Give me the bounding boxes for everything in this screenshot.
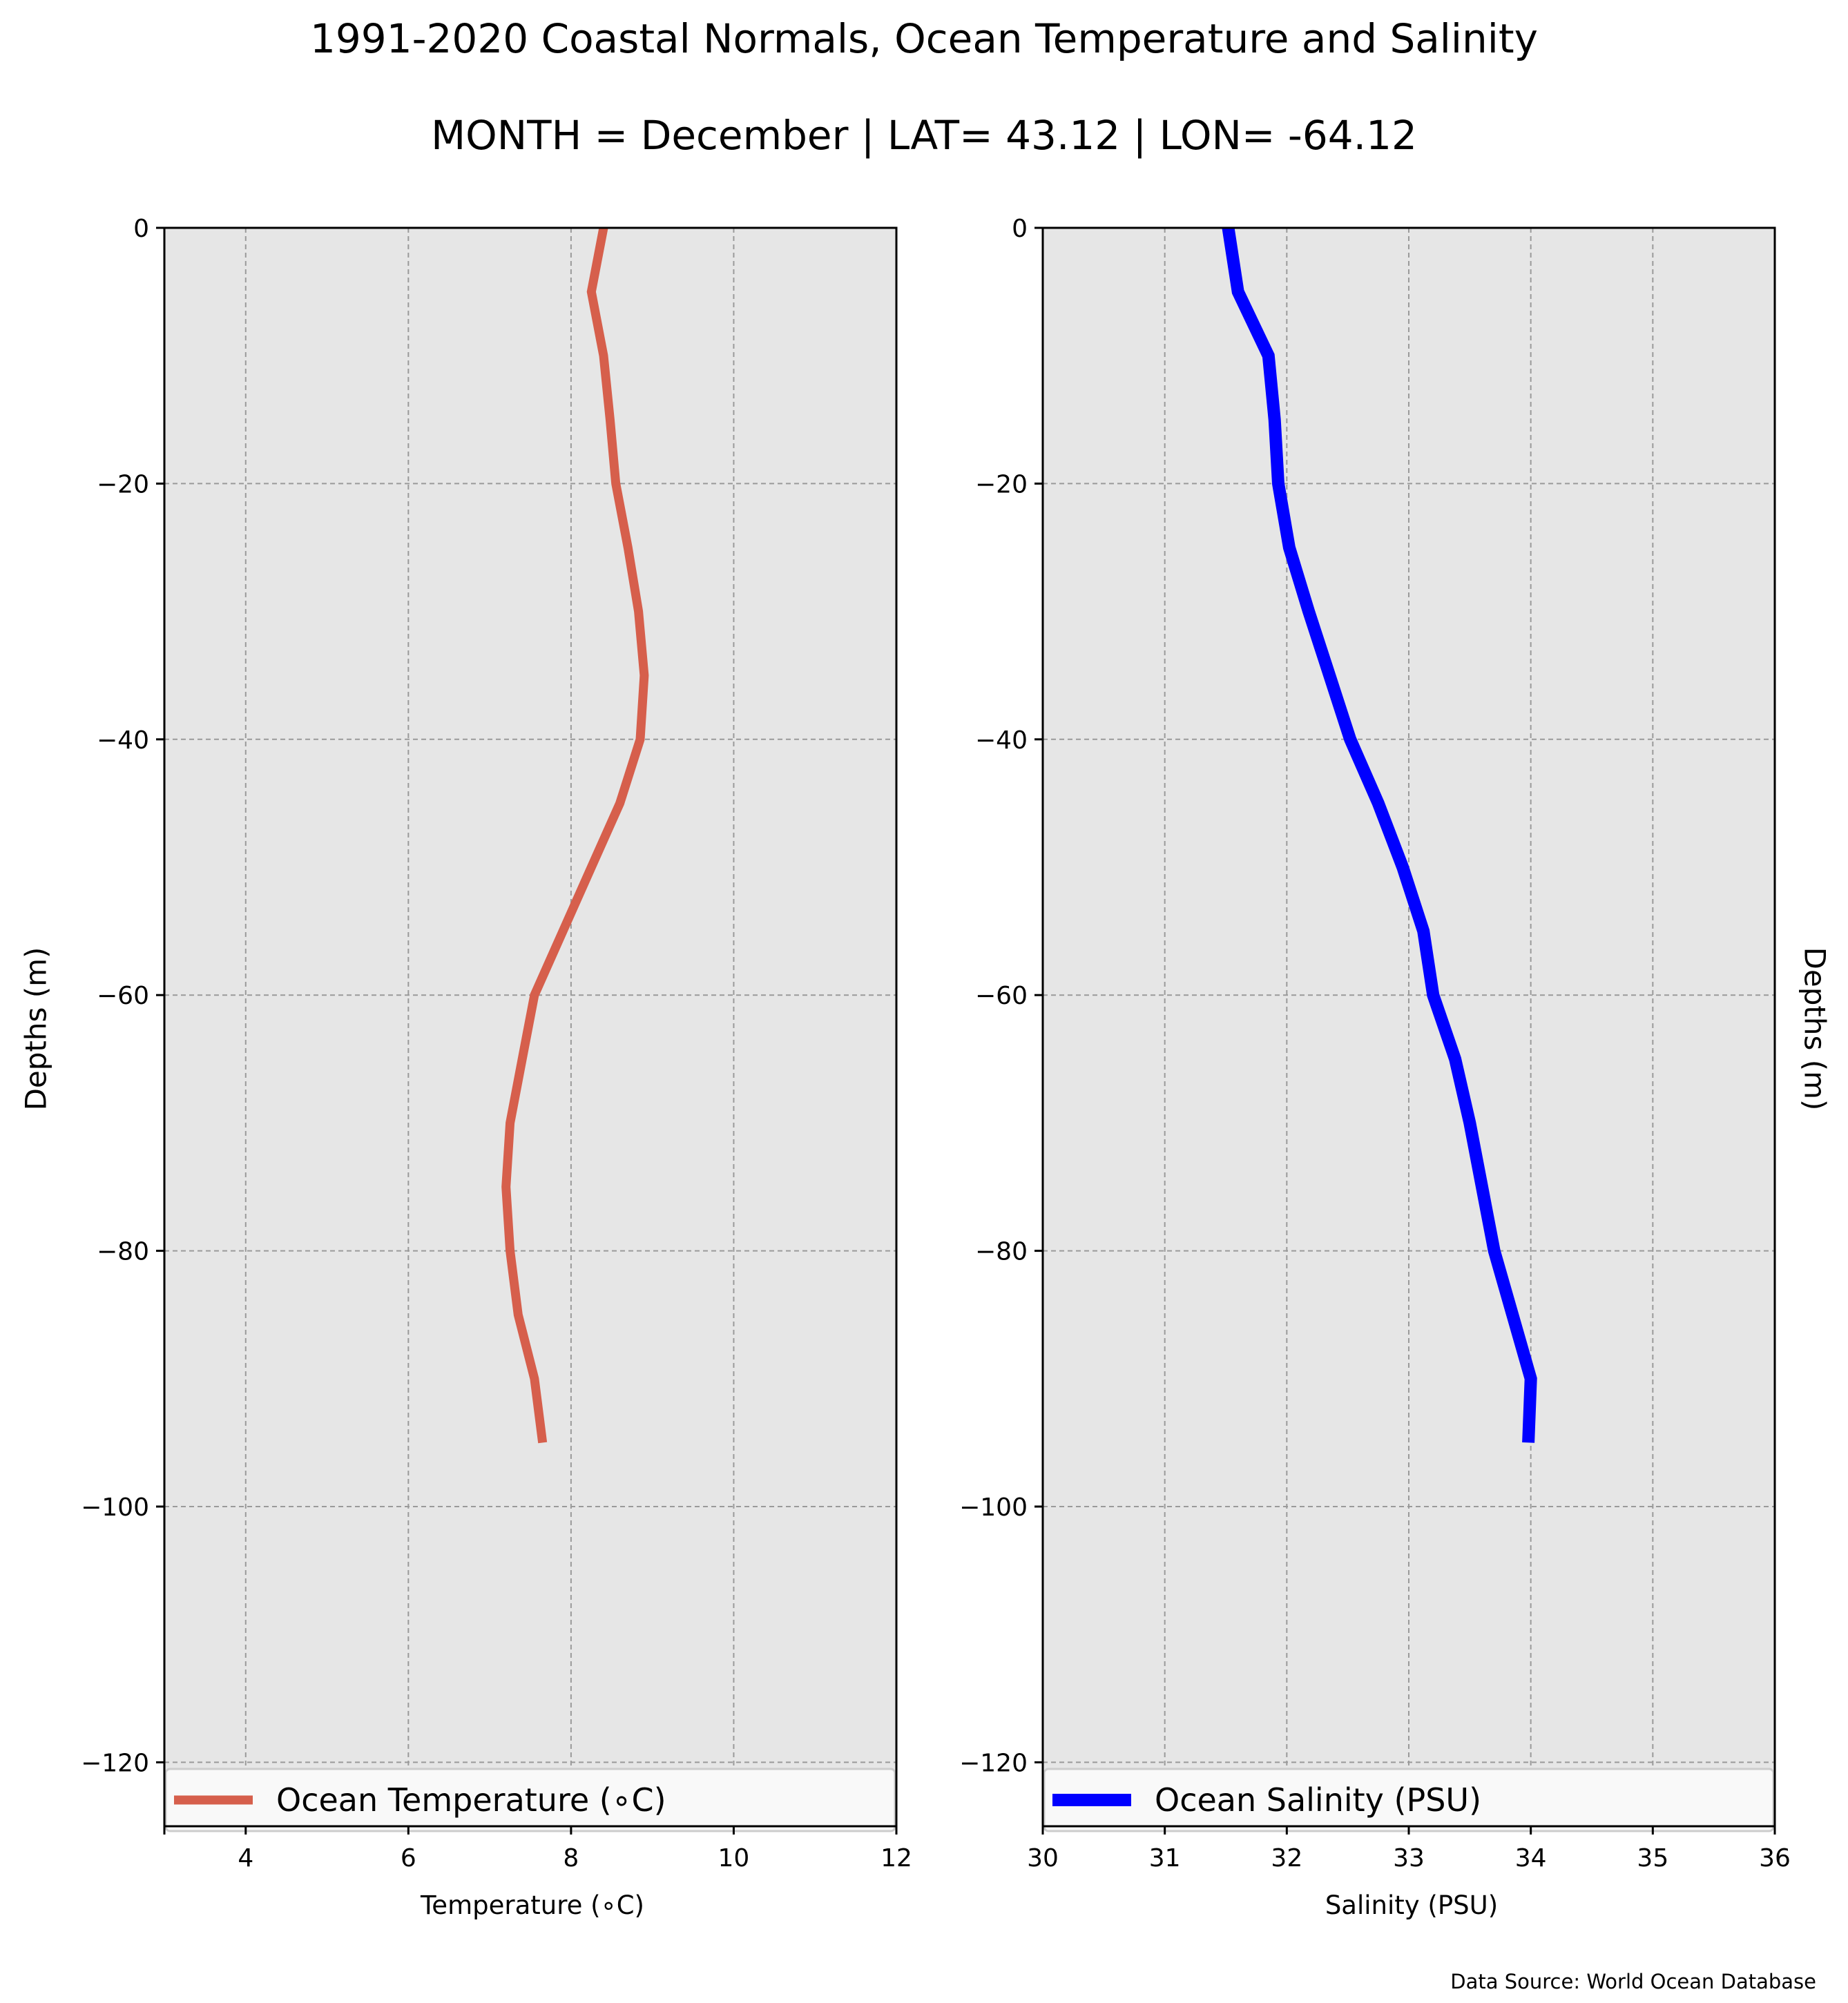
- salinity-x-axis-label: Salinity (PSU): [1325, 1890, 1499, 1920]
- salinity-y-tick-label: −20: [975, 470, 1028, 499]
- salinity-x-tick-label: 34: [1515, 1844, 1547, 1873]
- temperature-y-tick-label: −120: [81, 1749, 149, 1777]
- temperature-y-tick-label: −60: [97, 982, 149, 1010]
- temperature-x-tick-label: 6: [401, 1844, 416, 1873]
- salinity-y-tick-label: −40: [975, 726, 1028, 755]
- salinity-y-tick-label: 0: [1012, 215, 1028, 243]
- temperature-x-axis-label: Temperature (∘C): [420, 1890, 645, 1920]
- salinity-x-tick-label: 32: [1271, 1844, 1302, 1873]
- chart-subtitle: MONTH = December | LAT= 43.12 | LON= -64…: [431, 112, 1417, 159]
- temperature-y-tick-label: −20: [97, 470, 149, 499]
- temperature-y-tick-label: −100: [81, 1493, 149, 1522]
- temperature-y-tick-label: −80: [97, 1238, 149, 1266]
- temperature-y-axis-label: Depths (m): [19, 947, 53, 1111]
- data-source-note: Data Source: World Ocean Database: [1450, 1970, 1816, 1993]
- salinity-x-tick-label: 30: [1027, 1844, 1059, 1873]
- salinity-y-axis-label: Depths (m): [1798, 947, 1832, 1111]
- chart-title: 1991-2020 Coastal Normals, Ocean Tempera…: [310, 15, 1538, 62]
- salinity-y-tick-label: −120: [959, 1749, 1028, 1777]
- temperature-x-tick-label: 12: [880, 1844, 912, 1873]
- temperature-series-line: [501, 226, 649, 1444]
- temperature-x-tick-label: 10: [718, 1844, 750, 1873]
- temperature-y-tick-label: 0: [133, 215, 149, 243]
- salinity-x-tick-label: 33: [1393, 1844, 1425, 1873]
- salinity-y-tick-label: −80: [975, 1238, 1028, 1266]
- temperature-axes-frame: [163, 226, 898, 1828]
- salinity-x-tick-label: 36: [1759, 1844, 1791, 1873]
- salinity-legend-label: Ocean Salinity (PSU): [1155, 1781, 1481, 1819]
- salinity-x-tick-label: 31: [1149, 1844, 1181, 1873]
- temperature-legend: [164, 1768, 896, 1832]
- salinity-panel: Ocean Salinity (PSU) 30 31 32 33 34 35 36 0 −20 −4…: [959, 215, 1791, 1873]
- salinity-series-line: [1222, 226, 1537, 1443]
- salinity-x-tick-label: 35: [1637, 1844, 1668, 1873]
- salinity-y-tick-label: −100: [959, 1493, 1028, 1522]
- salinity-y-tick-label: −60: [975, 982, 1028, 1010]
- temperature-panel: Ocean Temperature (∘C) 4 6 8 10 12 0 −20 −40 −60 −…: [81, 215, 912, 1873]
- temperature-legend-label: Ocean Temperature (∘C): [276, 1781, 666, 1819]
- temperature-y-tick-label: −40: [97, 726, 149, 755]
- temperature-x-tick-label: 8: [563, 1844, 579, 1873]
- temperature-x-tick-label: 4: [238, 1844, 253, 1873]
